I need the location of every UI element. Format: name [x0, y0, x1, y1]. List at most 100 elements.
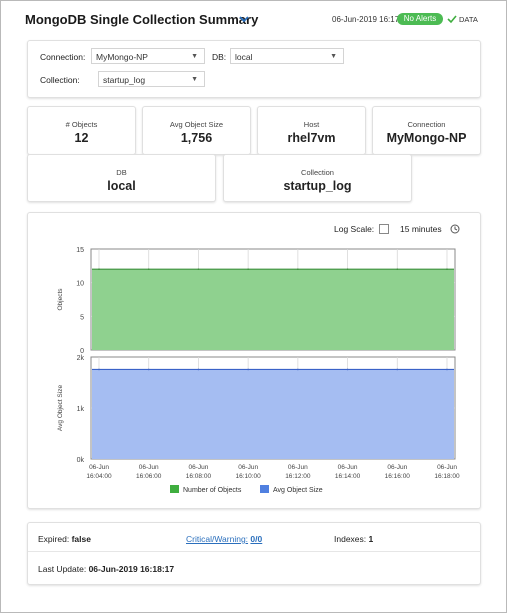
kpi-label: Host	[303, 120, 320, 129]
kpi-label: Avg Object Size	[169, 120, 224, 129]
series-area	[92, 369, 454, 459]
expired-info: Expired: false	[38, 534, 91, 544]
connection-select[interactable]: MyMongo-NP ▼	[91, 48, 205, 64]
x-tick-label: 06-Jun	[288, 464, 308, 471]
data-point	[247, 268, 249, 270]
collection-select-value: startup_log	[103, 75, 146, 85]
kpi-value: local	[107, 179, 136, 193]
data-point	[346, 368, 349, 371]
indexes-label: Indexes:	[334, 534, 367, 544]
time-range-label[interactable]: 15 minutes	[400, 224, 442, 234]
critical-warning-link[interactable]: Critical/Warning:	[186, 534, 249, 544]
last-update-info: Last Update: 06-Jun-2019 16:18:17	[38, 564, 174, 574]
y-tick-label: 5	[80, 314, 84, 321]
expired-label: Expired:	[38, 534, 70, 544]
selector-panel: Connection: MyMongo-NP ▼ DB: local ▼ Col…	[27, 40, 481, 98]
header: MongoDB Single Collection Summary 06-Jun…	[0, 0, 507, 33]
data-point	[197, 368, 200, 371]
trend-chart: 0 5 10 15 Objects 0k 1k 2k Avg Object Size 06-Jun…	[57, 247, 460, 494]
kpi-host[interactable]: Host rhel7vm	[257, 106, 366, 155]
series-area	[92, 269, 454, 350]
db-label: DB:	[212, 52, 227, 62]
y-tick-label: 1k	[77, 406, 85, 413]
page-title: MongoDB Single Collection Summary	[25, 12, 259, 27]
data-status-label: DATA	[459, 15, 478, 24]
legend-swatch	[170, 485, 179, 493]
x-tick-label: 16:04:00	[86, 473, 112, 480]
divider	[28, 551, 480, 552]
x-tick-label: 06-Jun	[139, 464, 159, 471]
kpi-value: rhel7vm	[287, 131, 336, 145]
kpi-value: 1,756	[180, 131, 213, 145]
x-tick-label: 06-Jun	[89, 464, 109, 471]
legend-swatch	[260, 485, 269, 493]
y-tick-label: 0	[80, 348, 84, 355]
dropdown-arrow-icon: ▼	[330, 53, 337, 60]
x-tick-label: 16:16:00	[385, 473, 411, 480]
db-select[interactable]: local ▼	[230, 48, 344, 64]
x-tick-label: 16:08:00	[186, 473, 212, 480]
check-icon	[447, 15, 457, 24]
x-tick-label: 16:10:00	[235, 473, 261, 480]
x-tick-label: 06-Jun	[437, 464, 457, 471]
kpi-db[interactable]: DB local	[27, 154, 216, 202]
kpi-value: 12	[74, 131, 89, 145]
log-scale-label: Log Scale:	[334, 224, 375, 234]
y-axis-label: Avg Object Size	[57, 385, 64, 432]
kpi-label: # Objects	[65, 120, 98, 129]
indexes-value: 1	[368, 534, 374, 544]
data-point	[147, 268, 150, 270]
trend-chart-panel: Log Scale: 15 minutes 0 5 10 15 Objects 0k 1k 2…	[27, 212, 481, 509]
data-point	[297, 268, 299, 270]
y-tick-label: 0k	[77, 457, 85, 464]
critical-warning-info[interactable]: Critical/Warning: 0/0	[186, 534, 262, 544]
kpi-objects[interactable]: # Objects 12	[27, 106, 136, 155]
legend-label: Number of Objects	[183, 487, 242, 494]
x-tick-label: 16:14:00	[335, 473, 361, 480]
x-tick-label: 06-Jun	[238, 464, 258, 471]
data-point	[396, 268, 399, 270]
data-point	[346, 268, 349, 270]
data-point	[297, 368, 299, 371]
alerts-badge[interactable]: No Alerts	[397, 13, 443, 25]
kpi-connection[interactable]: Connection MyMongo-NP	[372, 106, 481, 155]
data-point	[147, 368, 150, 371]
legend-label: Avg Object Size	[273, 487, 323, 494]
x-tick-label: 06-Jun	[338, 464, 358, 471]
dropdown-arrow-icon: ▼	[191, 53, 198, 60]
log-scale-checkbox[interactable]	[379, 224, 389, 234]
data-point	[396, 368, 399, 371]
collection-select[interactable]: startup_log ▼	[98, 71, 205, 87]
y-tick-label: 2k	[77, 355, 85, 362]
x-tick-label: 16:06:00	[136, 473, 162, 480]
kpi-value: MyMongo-NP	[386, 131, 467, 145]
x-tick-label: 06-Jun	[188, 464, 208, 471]
kpi-label: DB	[116, 168, 127, 177]
y-tick-label: 10	[76, 281, 84, 288]
data-point	[197, 268, 200, 270]
clock-icon[interactable]	[450, 224, 460, 234]
kpi-label: Collection	[301, 168, 334, 177]
data-point	[98, 268, 100, 270]
timestamp: 06-Jun-2019 16:17	[332, 15, 400, 24]
db-select-value: local	[235, 52, 253, 62]
data-point	[98, 368, 100, 371]
data-point	[446, 368, 448, 371]
dropdown-arrow-icon: ▼	[191, 76, 198, 83]
connection-label: Connection:	[40, 52, 86, 62]
kpi-value: startup_log	[283, 179, 352, 193]
x-tick-label: 06-Jun	[387, 464, 407, 471]
critical-warning-value[interactable]: 0/0	[250, 534, 263, 544]
kpi-label: Connection	[407, 120, 446, 129]
last-update-value: 06-Jun-2019 16:18:17	[88, 564, 175, 574]
data-point	[446, 268, 448, 270]
chevron-down-icon[interactable]	[238, 13, 250, 25]
connection-select-value: MyMongo-NP	[96, 52, 148, 62]
kpi-avg-object-size[interactable]: Avg Object Size 1,756	[142, 106, 251, 155]
kpi-collection[interactable]: Collection startup_log	[223, 154, 412, 202]
last-update-label: Last Update:	[38, 564, 87, 574]
y-axis-label: Objects	[57, 288, 64, 311]
x-tick-label: 16:12:00	[285, 473, 311, 480]
expired-value: false	[71, 534, 91, 544]
indexes-info: Indexes: 1	[334, 534, 373, 544]
